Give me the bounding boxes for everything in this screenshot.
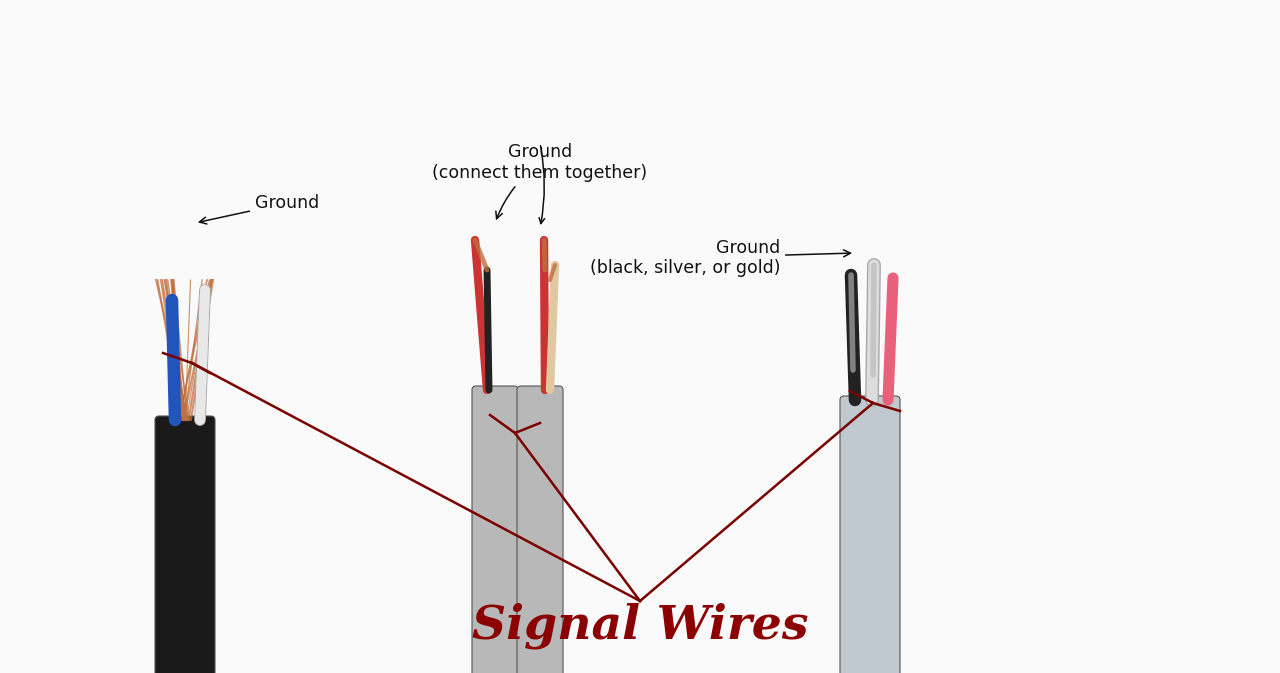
Text: Ground
(black, silver, or gold): Ground (black, silver, or gold) <box>590 239 850 277</box>
Text: Ground
(connect them together): Ground (connect them together) <box>433 143 648 219</box>
FancyBboxPatch shape <box>472 386 518 673</box>
FancyBboxPatch shape <box>155 416 215 673</box>
Text: Ground: Ground <box>200 194 319 224</box>
FancyBboxPatch shape <box>517 386 563 673</box>
Text: Signal Wires: Signal Wires <box>472 602 808 649</box>
FancyBboxPatch shape <box>840 396 900 673</box>
